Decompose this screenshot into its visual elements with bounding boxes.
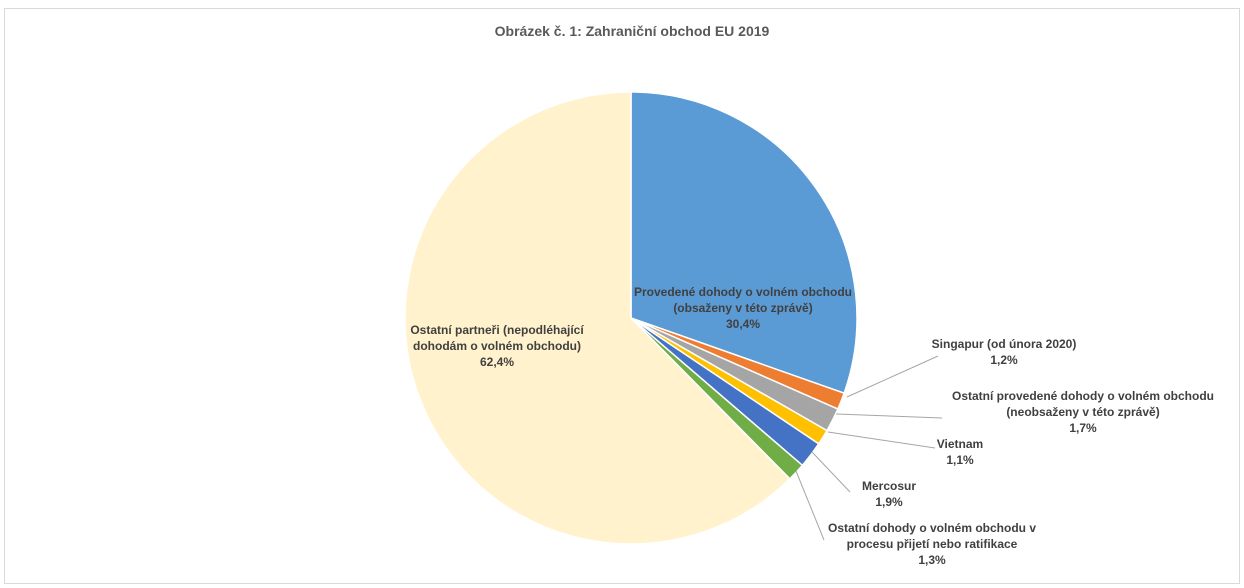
slice-3-leader-line [835, 413, 943, 419]
slice-7-label-line: dohodám o volném obchodu) [413, 339, 581, 353]
slice-5-value: 1,9% [875, 495, 903, 509]
slice-7-label-line: Ostatní partneři (nepodléhající [410, 323, 584, 337]
slice-5-label: Mercosur 1,9% [862, 479, 916, 509]
slice-4-label: Vietnam 1,1% [937, 437, 983, 467]
slice-3-value: 1,7% [1069, 421, 1097, 435]
slice-1-label: Provedené dohody o volném obchodu (obsaže… [634, 285, 852, 331]
slice-6-leader-line [795, 470, 825, 541]
chart-title: Obrázek č. 1: Zahraniční obchod EU 2019 [495, 23, 770, 39]
slice-3-label-line: Ostatní provedené dohody o volném obchod… [952, 389, 1214, 403]
slice-1-label-line: (obsaženy v této zprávě) [673, 301, 812, 315]
slice-4-label-line: Vietnam [937, 437, 983, 451]
slice-2-label-line: Singapur (od února 2020) [932, 337, 1077, 351]
slice-3-label-line: (neobsaženy v této zprávě) [1006, 405, 1159, 419]
slice-7-value: 62,4% [480, 355, 514, 369]
slice-7-wedge [404, 91, 791, 545]
slice-6-label: Ostatní dohody o volném obchodu v procesu… [828, 521, 1036, 567]
slice-2-label: Singapur (od února 2020) 1,2% [932, 337, 1077, 367]
slice-2-value: 1,2% [990, 353, 1018, 367]
slice-5-leader-line [811, 451, 851, 493]
slice-1-wedge [630, 91, 858, 395]
leader-lines [795, 355, 943, 541]
slice-6-label-line: procesu přijetí nebo ratifikace [847, 537, 1018, 551]
slice-3-label: Ostatní provedené dohody o volném obchod… [952, 389, 1214, 435]
slice-4-leader-line [827, 431, 936, 449]
slice-1-label-line: Provedené dohody o volném obchodu [634, 285, 852, 299]
data-labels: Provedené dohody o volném obchodu (obsaže… [410, 285, 1214, 567]
pie-slices [404, 91, 858, 545]
slice-7-label: Ostatní partneři (nepodléhající dohodám o… [410, 323, 584, 369]
slice-1-value: 30,4% [726, 317, 760, 331]
slice-6-value: 1,3% [918, 553, 946, 567]
slice-4-value: 1,1% [946, 453, 974, 467]
slice-6-label-line: Ostatní dohody o volném obchodu v [828, 521, 1036, 535]
slice-5-label-line: Mercosur [862, 479, 916, 493]
slice-2-leader-line [846, 355, 939, 398]
